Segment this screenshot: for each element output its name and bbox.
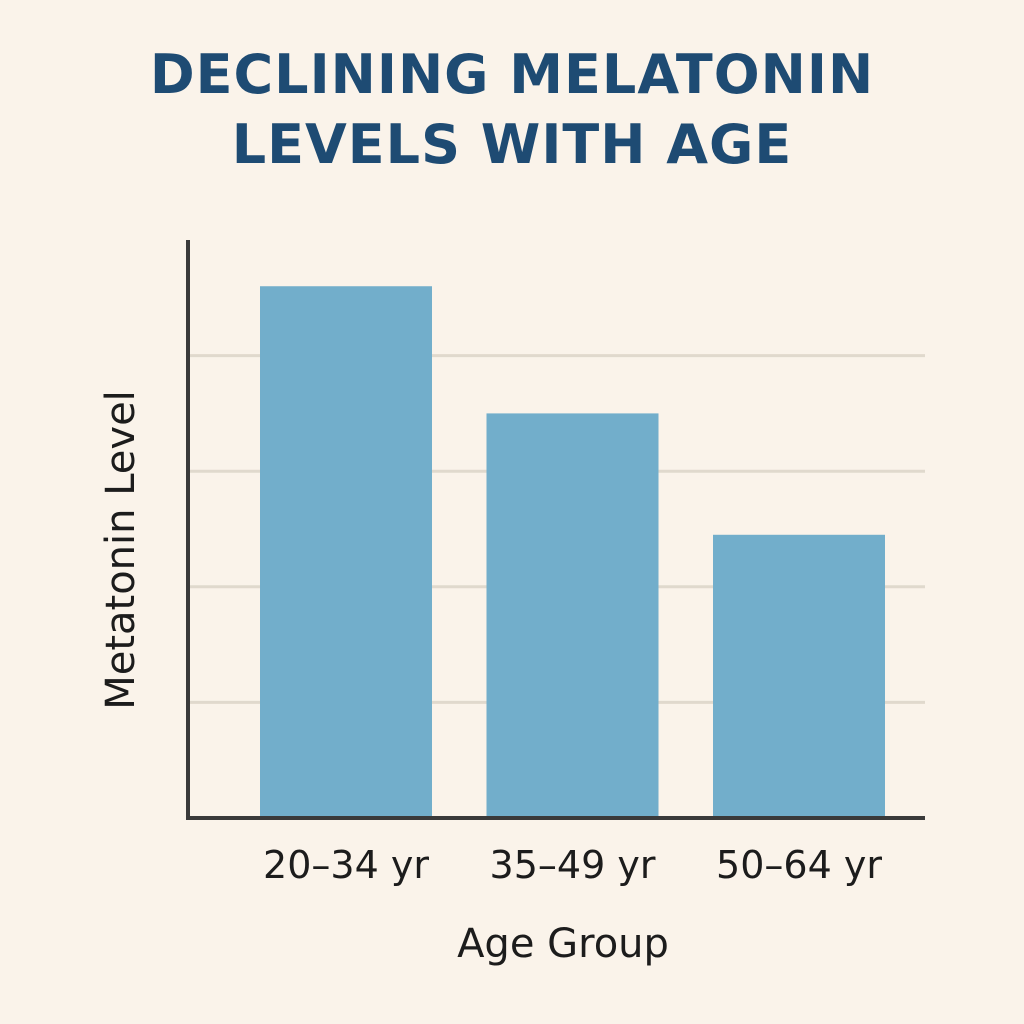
bar-2 xyxy=(486,413,659,818)
chart-title-line-2: LEVELS WITH AGE xyxy=(231,113,793,176)
bar-layer xyxy=(260,286,885,818)
chart-title-line-1: DECLINIΝG MELATONIN xyxy=(149,43,875,106)
x-tick-label-3: 50–64 yr xyxy=(716,843,882,887)
x-tick-label-1: 20–34 yr xyxy=(263,843,429,887)
bar-3 xyxy=(713,534,885,818)
x-tick-label-2: 35–49 yr xyxy=(490,843,656,887)
x-tick-labels: 20–34 yr 35–49 yr 50–64 yr xyxy=(263,843,882,887)
chart-title: DECLINIΝG MELATONIN LEVELS WITH AGE xyxy=(0,40,1024,180)
axis-layer xyxy=(186,240,925,820)
x-axis-label: Age Group xyxy=(457,921,669,967)
bar-1 xyxy=(260,286,432,818)
y-axis-label: Metatonin Level xyxy=(98,390,144,710)
